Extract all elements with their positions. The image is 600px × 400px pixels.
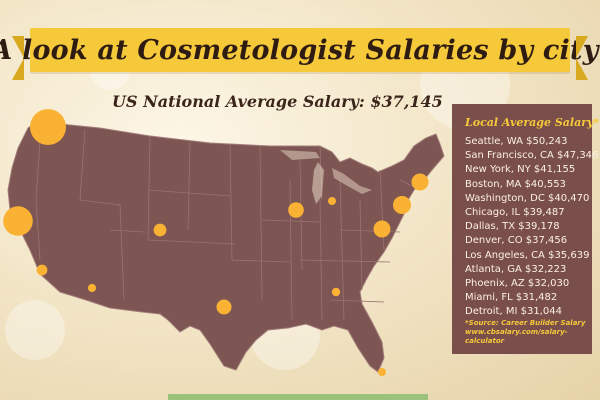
us-mainland-shape bbox=[7, 121, 445, 373]
city-bubble-san-francisco bbox=[3, 206, 33, 236]
city-bubble-miami bbox=[378, 368, 386, 376]
title-banner: A look at Cosmetologist Salaries by city… bbox=[0, 28, 600, 80]
source-note: *Source: Career Builder Salary www.cbsal… bbox=[465, 319, 592, 346]
city-bubble-washington bbox=[373, 220, 391, 238]
page-title: A look at Cosmetologist Salaries by city… bbox=[0, 34, 600, 66]
legend-item: New York, NY $41,155 bbox=[465, 164, 576, 176]
legend-item: San Francisco, CA $47,346 bbox=[465, 150, 599, 162]
city-bubble-new-york bbox=[393, 196, 411, 214]
national-average: US National Average Salary: $37,145 bbox=[112, 92, 443, 111]
city-bubble-denver bbox=[153, 223, 167, 237]
city-bubble-detroit bbox=[328, 197, 336, 205]
city-bubble-phoenix bbox=[87, 283, 97, 293]
legend-list: Seattle, WA $50,243 San Francisco, CA $4… bbox=[465, 135, 599, 320]
legend-item: Seattle, WA $50,243 bbox=[465, 136, 568, 147]
legend-item: Chicago, IL $39,487 bbox=[465, 207, 565, 219]
salary-bubbles bbox=[3, 109, 429, 376]
city-bubble-boston bbox=[411, 173, 429, 191]
source-line: *Source: Career Builder Salary bbox=[465, 319, 586, 327]
legend-item: Phoenix, AZ $32,030 bbox=[465, 278, 570, 290]
great-lakes-michigan bbox=[312, 162, 324, 204]
great-lakes-superior bbox=[280, 150, 320, 160]
legend-title: Local Average Salary* bbox=[465, 116, 600, 129]
bottom-accent-strip bbox=[168, 394, 428, 400]
city-bubble-chicago bbox=[288, 202, 304, 218]
salary-legend: Local Average Salary* Seattle, WA $50,24… bbox=[452, 104, 600, 354]
legend-item: Detroit, MI $31,044 bbox=[465, 306, 562, 318]
source-url: www.cbsalary.com/salary-calculator bbox=[465, 328, 568, 345]
city-bubble-seattle bbox=[30, 109, 66, 145]
legend-item: Boston, MA $40,553 bbox=[465, 178, 566, 190]
city-bubble-dallas bbox=[216, 299, 232, 315]
legend-item: Atlanta, GA $32,223 bbox=[465, 263, 567, 275]
legend-item: Washington, DC $40,470 bbox=[465, 192, 590, 204]
legend-item: Los Angeles, CA $35,639 bbox=[465, 249, 590, 261]
great-lakes-erie-huron bbox=[332, 168, 372, 194]
legend-item: Denver, CO $37,456 bbox=[465, 235, 568, 247]
city-bubble-los-angeles bbox=[36, 264, 48, 276]
legend-item: Miami, FL $31,482 bbox=[465, 292, 558, 304]
city-bubble-atlanta bbox=[331, 287, 341, 297]
legend-item: Dallas, TX $39,178 bbox=[465, 221, 560, 233]
